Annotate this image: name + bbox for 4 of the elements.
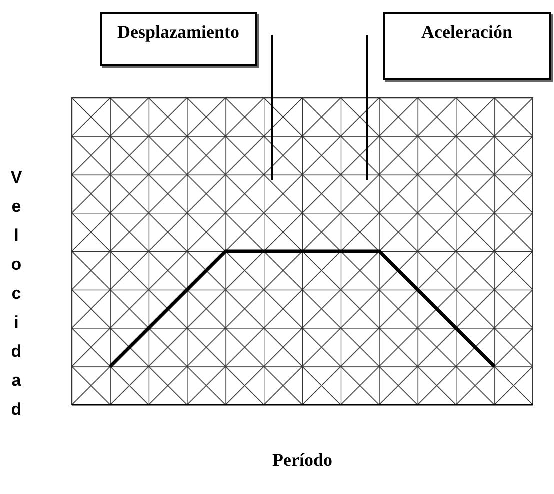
y-axis-title: Velocidad <box>6 168 26 429</box>
x-axis-title: Período <box>272 450 334 471</box>
text: Desplazamiento <box>118 22 240 42</box>
text: Aceleración <box>422 22 512 42</box>
